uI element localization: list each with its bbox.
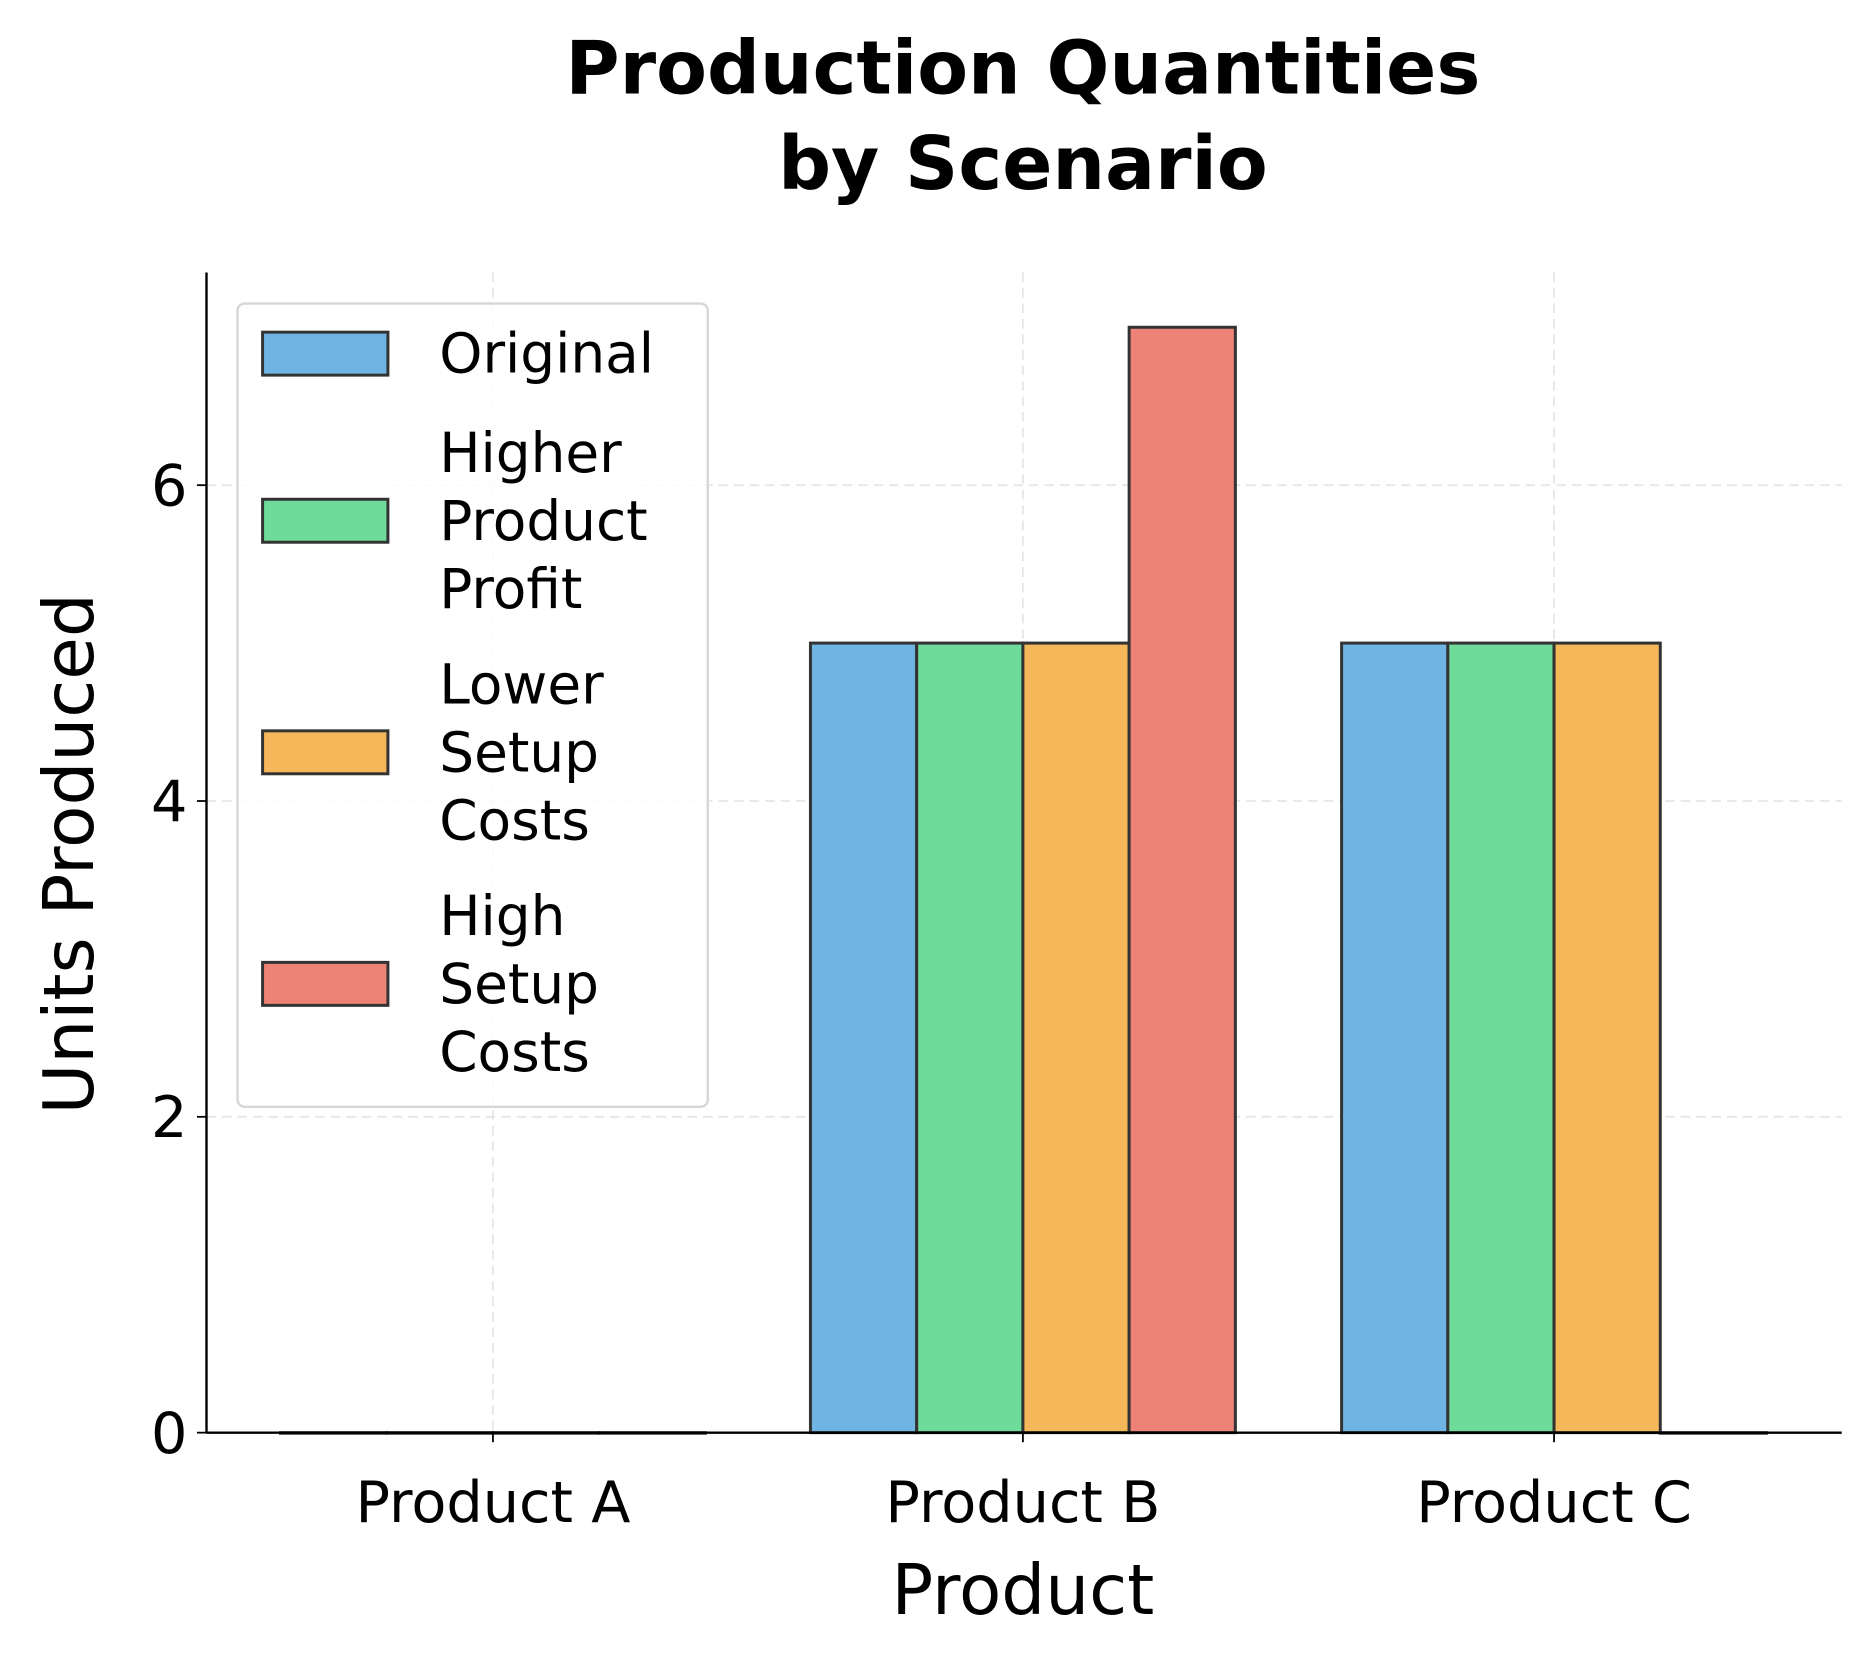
chart-title-line-1: Production Quantities: [565, 25, 1480, 111]
legend-swatch: [261, 497, 390, 544]
bar-original: [808, 641, 919, 1435]
bar-original: [1340, 641, 1450, 1435]
x-tick-label: Product A: [356, 1469, 631, 1536]
legend-swatch: [261, 330, 390, 377]
chart-title-line-2: by Scenario: [778, 121, 1268, 207]
x-tick-label: Product B: [885, 1469, 1160, 1536]
legend-label: Setup: [439, 952, 599, 1016]
y-tick-label: 2: [151, 1084, 187, 1151]
y-tick-label: 6: [151, 452, 187, 519]
legend-swatch: [261, 960, 390, 1007]
bar-higher-product-profit: [915, 641, 1025, 1435]
legend-label: Lower: [439, 652, 604, 716]
legend-label: Higher: [439, 421, 622, 485]
y-axis-label: Units Produced: [30, 593, 110, 1114]
x-axis-label: Product: [891, 1551, 1154, 1631]
legend-label: Original: [439, 322, 654, 386]
y-tick-label: 0: [151, 1400, 187, 1467]
legend-label: Product: [439, 489, 647, 553]
legend-swatch: [261, 729, 390, 776]
legend-label: Profit: [439, 557, 582, 621]
x-tick-label: Product C: [1416, 1469, 1692, 1536]
legend-label: Setup: [439, 720, 599, 784]
bar-high-setup-costs: [1127, 325, 1237, 1435]
bar-lower-setup-costs: [1552, 641, 1662, 1435]
bar-higher-product-profit: [1446, 641, 1556, 1435]
legend-label: High: [439, 884, 565, 948]
legend-label: Costs: [439, 1020, 590, 1084]
legend-label: Costs: [439, 788, 590, 852]
bar-lower-setup-costs: [1021, 641, 1131, 1435]
y-tick-label: 4: [151, 768, 187, 835]
